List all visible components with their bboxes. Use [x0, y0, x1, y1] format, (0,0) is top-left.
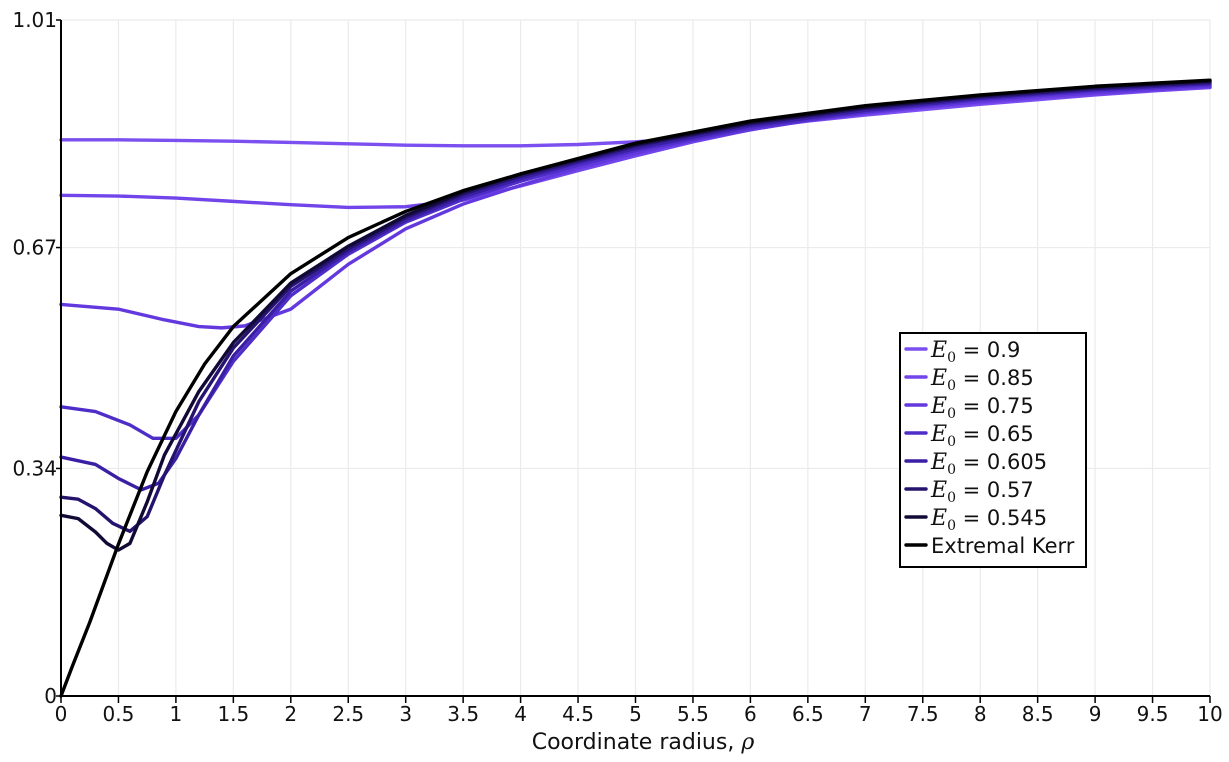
x-tick-label-1: 0.5 — [103, 702, 135, 726]
legend-box — [899, 332, 1087, 568]
legend-label-3: E0 = 0.65 — [930, 422, 1034, 450]
legend-label-0: E0 = 0.9 — [930, 338, 1020, 366]
x-tick-label-17: 8.5 — [1022, 702, 1054, 726]
legend-label-2: E0 = 0.75 — [930, 394, 1034, 422]
x-tick-label-10: 5 — [629, 702, 642, 726]
legend-symbol-2: E — [930, 394, 947, 419]
x-tick-label-7: 3.5 — [447, 702, 479, 726]
y-axis-ticks: 0 0.34 0.67 1.01 — [12, 8, 61, 708]
legend-label-5: E0 = 0.57 — [930, 478, 1034, 506]
x-tick-label-4: 2 — [284, 702, 297, 726]
series-line-7 — [59, 78, 1212, 698]
x-tick-label-8: 4 — [514, 702, 527, 726]
legend-symbol-3: E — [930, 422, 947, 447]
legend-value-5: = 0.57 — [956, 478, 1034, 502]
x-tick-label-2: 1 — [170, 702, 183, 726]
legend-symbol-1: E — [930, 366, 947, 391]
legend-symbol-6: E — [930, 506, 947, 531]
legend-value-3: = 0.65 — [956, 422, 1034, 446]
legend-subscript-4: 0 — [947, 462, 956, 478]
legend-label-6: E0 = 0.545 — [930, 506, 1047, 534]
legend-symbol-5: E — [930, 478, 947, 503]
x-tick-label-3: 1.5 — [217, 702, 249, 726]
x-axis-title-symbol: ρ — [740, 730, 754, 755]
x-tick-label-14: 7 — [859, 702, 872, 726]
x-tick-label-11: 5.5 — [677, 702, 709, 726]
x-tick-label-6: 3 — [399, 702, 412, 726]
legend-subscript-5: 0 — [947, 490, 956, 506]
x-tick-label-5: 2.5 — [332, 702, 364, 726]
legend-value-2: = 0.75 — [956, 394, 1034, 418]
legend-symbol-4: E — [930, 450, 947, 475]
x-tick-label-19: 9.5 — [1137, 702, 1169, 726]
legend-subscript-2: 0 — [947, 406, 956, 422]
legend-subscript-1: 0 — [947, 378, 956, 394]
legend-label-1: E0 = 0.85 — [930, 366, 1034, 394]
legend-subscript-3: 0 — [947, 434, 956, 450]
x-tick-label-16: 8 — [974, 702, 987, 726]
legend-subscript-0: 0 — [947, 350, 956, 366]
x-axis-title-text: Coordinate radius, — [532, 730, 742, 755]
x-axis-title: Coordinate radius, ρ — [532, 730, 755, 755]
y-tick-label-2: 0.67 — [12, 236, 57, 260]
x-tick-label-9: 4.5 — [562, 702, 594, 726]
series-lines — [59, 78, 1212, 698]
legend-label-7: Extremal Kerr — [931, 534, 1075, 558]
x-tick-label-0: 0 — [55, 702, 68, 726]
series-line-4 — [59, 81, 1212, 492]
legend-subscript-6: 0 — [947, 518, 956, 534]
series-line-2 — [59, 84, 1212, 330]
x-tick-label-15: 7.5 — [907, 702, 939, 726]
legend-value-0: = 0.9 — [956, 338, 1020, 362]
y-tick-label-1: 0.34 — [12, 456, 57, 480]
legend-value-1: = 0.85 — [956, 366, 1034, 390]
y-tick-label-0: 0 — [44, 684, 57, 708]
legend-value-4: = 0.605 — [956, 450, 1047, 474]
legend-label-4: E0 = 0.605 — [930, 450, 1047, 478]
legend-value-6: = 0.545 — [956, 506, 1047, 530]
x-axis-ticks: 0 0.5 1 1.5 2 2.5 3 3.5 4 4.5 5 5.5 6 6.5 7 7.5 8 8.5 9 9.5… — [55, 696, 1223, 726]
x-tick-label-12: 6 — [744, 702, 757, 726]
x-tick-label-20: 10 — [1197, 702, 1222, 726]
x-tick-label-13: 6.5 — [792, 702, 824, 726]
y-tick-label-3: 1.01 — [12, 8, 57, 32]
x-tick-label-18: 9 — [1089, 702, 1102, 726]
legend-symbol-0: E — [930, 338, 947, 363]
